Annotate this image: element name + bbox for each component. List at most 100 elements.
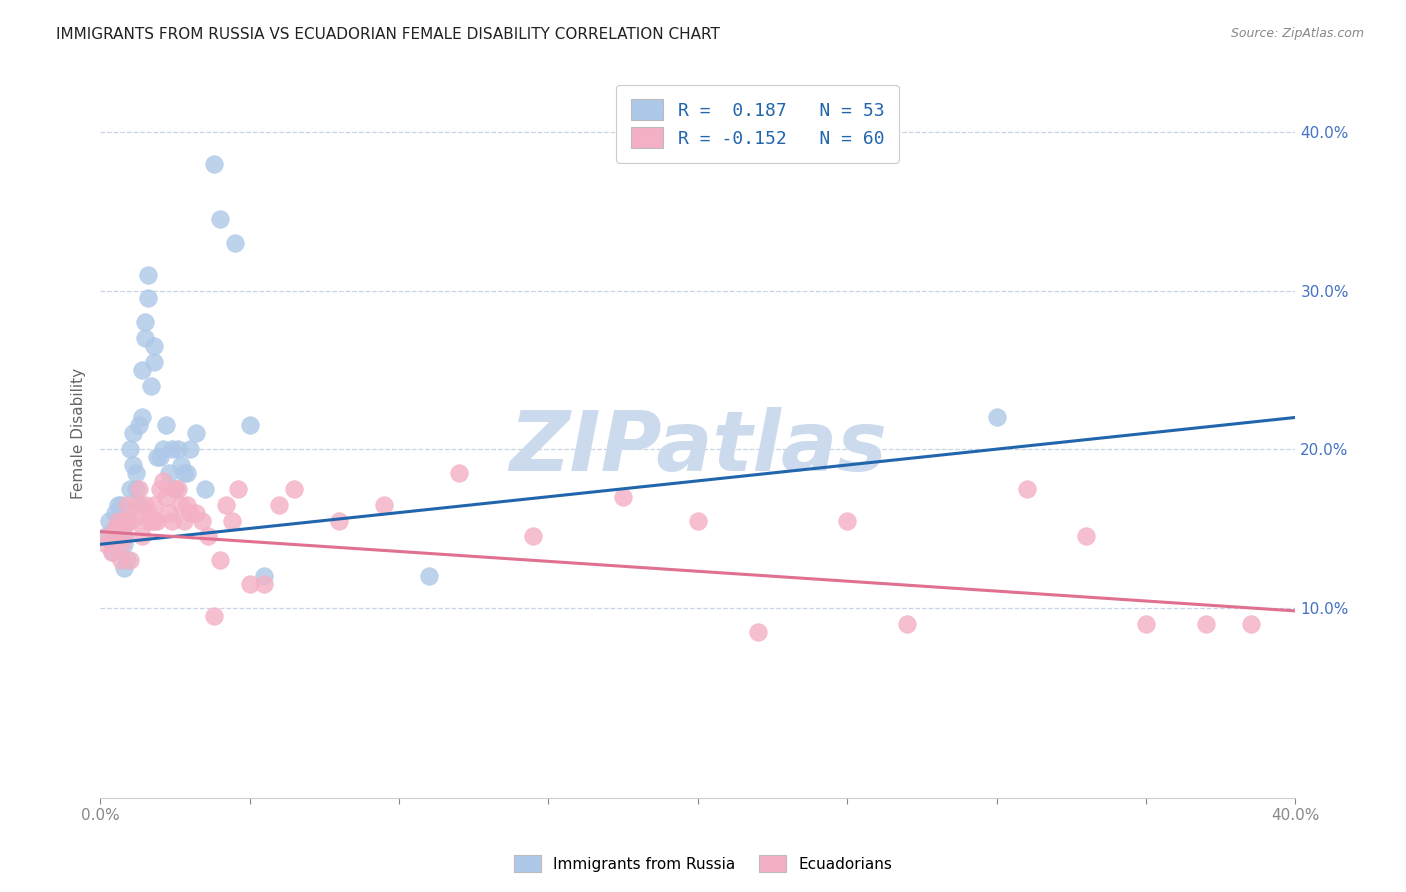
Point [157, 506, 180, 520]
Point [115, 514, 138, 528]
Point [101, 545, 124, 559]
Point [686, 514, 709, 528]
Point [136, 506, 159, 520]
Point [122, 458, 145, 472]
Point [179, 506, 201, 520]
Point [107, 514, 129, 528]
Point [115, 553, 138, 567]
Point [101, 545, 124, 559]
Point [202, 608, 225, 623]
Point [747, 624, 769, 639]
Point [136, 268, 159, 282]
Point [115, 498, 138, 512]
Point [1076, 529, 1098, 543]
Point [125, 466, 148, 480]
Point [1195, 616, 1218, 631]
Point [149, 450, 172, 464]
Point [522, 529, 544, 543]
Point [170, 498, 193, 512]
Point [112, 537, 135, 551]
Point [221, 514, 243, 528]
Point [160, 514, 183, 528]
Point [104, 521, 127, 535]
Point [98, 529, 121, 543]
Point [118, 442, 141, 457]
Point [112, 529, 135, 543]
Point [418, 569, 440, 583]
Point [208, 553, 231, 567]
Point [896, 616, 918, 631]
Point [112, 561, 135, 575]
Point [837, 514, 859, 528]
Point [139, 514, 162, 528]
Point [110, 498, 132, 512]
Point [104, 521, 127, 535]
Point [612, 490, 634, 504]
Point [146, 450, 169, 464]
Point [166, 482, 188, 496]
Point [269, 498, 291, 512]
Point [1135, 616, 1157, 631]
Point [224, 235, 246, 250]
Point [98, 514, 121, 528]
Point [128, 418, 150, 433]
Point [107, 514, 129, 528]
Point [101, 537, 124, 551]
Point [142, 339, 165, 353]
Point [163, 482, 186, 496]
Point [118, 553, 141, 567]
Point [112, 514, 135, 528]
Point [253, 577, 276, 591]
Legend: R =  0.187   N = 53, R = -0.152   N = 60: R = 0.187 N = 53, R = -0.152 N = 60 [616, 85, 898, 162]
Point [447, 466, 470, 480]
Point [128, 482, 150, 496]
Point [94, 537, 117, 551]
Point [163, 482, 186, 496]
Point [134, 315, 156, 329]
Y-axis label: Female Disability: Female Disability [72, 368, 86, 499]
Legend: Immigrants from Russia, Ecuadorians: Immigrants from Russia, Ecuadorians [506, 847, 900, 880]
Point [142, 514, 165, 528]
Point [131, 529, 153, 543]
Point [122, 514, 145, 528]
Point [110, 553, 132, 567]
Point [104, 506, 127, 520]
Point [149, 482, 172, 496]
Point [107, 498, 129, 512]
Point [1239, 616, 1261, 631]
Point [238, 418, 260, 433]
Point [328, 514, 350, 528]
Text: IMMIGRANTS FROM RUSSIA VS ECUADORIAN FEMALE DISABILITY CORRELATION CHART: IMMIGRANTS FROM RUSSIA VS ECUADORIAN FEM… [56, 27, 720, 42]
Point [131, 363, 153, 377]
Point [238, 577, 260, 591]
Point [134, 331, 156, 345]
Point [152, 442, 174, 457]
Point [202, 156, 225, 170]
Point [173, 514, 195, 528]
Point [125, 498, 148, 512]
Point [986, 410, 1008, 425]
Point [118, 482, 141, 496]
Point [208, 212, 231, 227]
Point [134, 498, 156, 512]
Point [184, 506, 207, 520]
Point [122, 426, 145, 441]
Point [139, 378, 162, 392]
Point [194, 482, 217, 496]
Point [110, 514, 132, 528]
Point [142, 355, 165, 369]
Point [166, 442, 188, 457]
Point [283, 482, 305, 496]
Point [1015, 482, 1038, 496]
Point [253, 569, 276, 583]
Point [131, 410, 153, 425]
Point [197, 529, 219, 543]
Point [373, 498, 395, 512]
Point [173, 466, 195, 480]
Point [176, 498, 198, 512]
Point [125, 482, 148, 496]
Point [152, 474, 174, 488]
Point [136, 292, 159, 306]
Point [94, 529, 117, 543]
Point [155, 418, 177, 433]
